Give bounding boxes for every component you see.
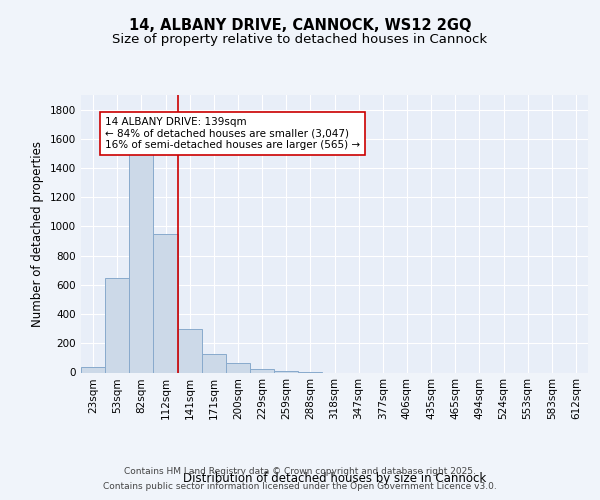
Text: Size of property relative to detached houses in Cannock: Size of property relative to detached ho…	[112, 32, 488, 46]
Bar	[250, 369, 274, 372]
Bar	[154, 234, 178, 372]
Text: Contains HM Land Registry data © Crown copyright and database right 2025.: Contains HM Land Registry data © Crown c…	[124, 467, 476, 476]
Text: Contains public sector information licensed under the Open Government Licence v3: Contains public sector information licen…	[103, 482, 497, 491]
Bar	[274, 371, 298, 372]
Bar	[81, 366, 105, 372]
Bar	[129, 154, 154, 372]
Bar	[105, 278, 129, 372]
Bar	[178, 330, 202, 372]
Y-axis label: Number of detached properties: Number of detached properties	[31, 141, 44, 327]
Bar	[202, 354, 226, 372]
X-axis label: Distribution of detached houses by size in Cannock: Distribution of detached houses by size …	[183, 472, 486, 486]
Text: 14, ALBANY DRIVE, CANNOCK, WS12 2GQ: 14, ALBANY DRIVE, CANNOCK, WS12 2GQ	[129, 18, 471, 32]
Text: 14 ALBANY DRIVE: 139sqm
← 84% of detached houses are smaller (3,047)
16% of semi: 14 ALBANY DRIVE: 139sqm ← 84% of detache…	[105, 117, 360, 150]
Bar	[226, 363, 250, 372]
